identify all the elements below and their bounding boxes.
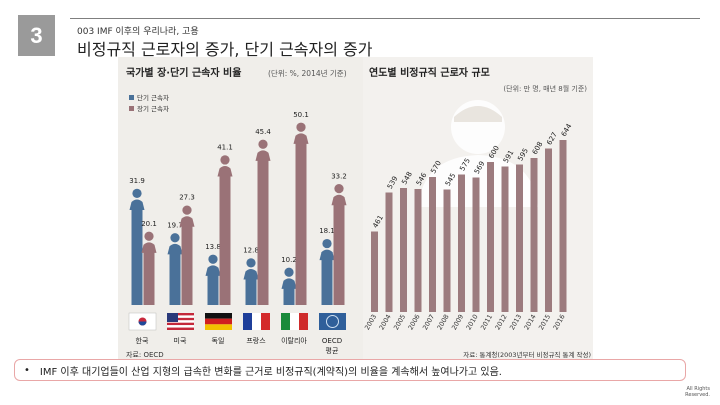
category-label-0: 한국 <box>136 337 149 345</box>
value-label-long-3: 45.4 <box>255 128 271 136</box>
year-bar-2007 <box>429 177 436 312</box>
bar-long-0 <box>141 231 157 305</box>
bar-short-5 <box>319 238 335 305</box>
value-label-long-5: 33.2 <box>331 172 347 180</box>
category-label-5-0: OECD <box>322 337 342 345</box>
callout-bullet: • <box>24 364 30 376</box>
value-label-short-3: 12.8 <box>243 246 259 254</box>
copyright-line2: Reserved. <box>685 392 710 398</box>
year-label-2009: 2009 <box>450 313 465 331</box>
year-bar-2003 <box>371 231 378 312</box>
year-value-label-2016: 644 <box>560 122 574 138</box>
year-bar-2008 <box>443 189 451 312</box>
value-label-long-4: 50.1 <box>293 111 309 119</box>
year-value-label-2005: 548 <box>400 170 414 186</box>
year-label-2004: 2004 <box>378 313 393 331</box>
year-label-2005: 2005 <box>392 313 407 331</box>
year-label-2011: 2011 <box>479 313 494 331</box>
value-label-short-4: 10.2 <box>281 256 297 264</box>
value-label-long-2: 41.1 <box>217 144 233 152</box>
bar-long-4 <box>293 122 309 305</box>
year-bar-2011 <box>487 162 494 312</box>
flag-icon-0 <box>128 312 157 331</box>
bar-short-1 <box>167 233 183 305</box>
callout-text: IMF 이후 대기업들이 산업 지형의 급속한 변화를 근거로 비정규직(계약직… <box>39 366 502 378</box>
legend-swatch-long <box>129 106 134 111</box>
flag-icon-1 <box>167 313 194 330</box>
year-bar-2016 <box>559 140 567 312</box>
copyright-notice: All Rights Reserved. <box>685 386 710 398</box>
copyright-line1: All Rights <box>686 386 710 392</box>
value-label-short-1: 19.7 <box>167 221 183 229</box>
year-value-label-2014: 608 <box>531 140 545 156</box>
value-label-short-2: 13.8 <box>205 243 221 251</box>
year-bar-2005 <box>400 188 407 312</box>
year-value-label-2004: 539 <box>386 175 400 191</box>
value-label-short-0: 31.9 <box>129 177 145 185</box>
legend-label-short: 단기 근속자 <box>137 93 169 102</box>
legend-label-long: 장기 근속자 <box>137 104 169 113</box>
year-label-2010: 2010 <box>465 313 480 331</box>
category-label-5-1: 평균 <box>326 346 339 355</box>
category-label-3: 프랑스 <box>246 337 266 345</box>
year-bar-2004 <box>385 192 393 312</box>
flag-icon-5 <box>319 313 346 330</box>
year-value-label-2012: 591 <box>502 149 516 165</box>
category-label-2: 독일 <box>212 336 225 345</box>
bar-long-5 <box>331 184 347 305</box>
year-bar-2014 <box>530 158 538 312</box>
right-chart-source: 자료: 통계청(2003년부터 비정규직 통계 작성) <box>463 350 591 359</box>
country-tenure-chart: 국가별 장·단기 근속자 비율 (단위: %, 2014년 기준) 단기 근속자… <box>126 66 347 359</box>
bar-long-2 <box>217 155 233 305</box>
year-label-2012: 2012 <box>494 313 509 331</box>
slide-number-badge: 3 <box>18 15 55 56</box>
right-chart-unit: (단위: 만 명, 매년 8월 기준) <box>503 84 587 93</box>
year-label-2008: 2008 <box>436 313 451 331</box>
flag-icon-3 <box>243 313 270 330</box>
bar-short-2 <box>205 254 221 305</box>
left-chart-title: 국가별 장·단기 근속자 비율 <box>126 66 241 79</box>
bar-short-4 <box>281 267 297 305</box>
legend-swatch-short <box>129 95 134 100</box>
year-bar-2015 <box>545 148 552 312</box>
year-label-2016: 2016 <box>552 313 567 331</box>
year-bar-2012 <box>501 166 509 312</box>
slide-number: 3 <box>30 22 43 48</box>
irregular-workers-chart-panel: 연도별 비정규직 근로자 규모 (단위: 만 명, 매년 8월 기준) 461 2… <box>363 57 593 364</box>
left-chart-source: 자료: OECD <box>126 350 164 359</box>
slide-title: 비정규직 근로자의 증가, 단기 근속자의 증가 <box>77 40 373 59</box>
year-label-2003: 2003 <box>363 313 378 331</box>
bar-short-0 <box>129 188 145 305</box>
year-label-2006: 2006 <box>407 313 422 331</box>
year-bar-2010 <box>472 177 480 312</box>
year-label-2013: 2013 <box>508 313 523 331</box>
flag-icon-4 <box>281 313 308 330</box>
year-bar-2009 <box>458 174 465 312</box>
value-label-short-5: 18.1 <box>319 227 335 235</box>
year-label-2015: 2015 <box>537 313 552 331</box>
irregular-workers-chart: 연도별 비정규직 근로자 규모 (단위: 만 명, 매년 8월 기준) 461 2… <box>363 66 591 359</box>
year-value-label-2015: 627 <box>545 131 559 147</box>
slide-subtitle: 003 IMF 이후의 우리나라, 고용 <box>77 27 199 37</box>
year-bar-2006 <box>414 189 422 312</box>
value-label-long-1: 27.3 <box>179 194 195 202</box>
bar-long-3 <box>255 139 271 305</box>
country-tenure-chart-panel: 국가별 장·단기 근속자 비율 (단위: %, 2014년 기준) 단기 근속자… <box>118 57 363 364</box>
bar-short-3 <box>243 258 259 305</box>
year-value-label-2003: 461 <box>371 214 385 230</box>
category-label-1: 미국 <box>174 336 187 345</box>
header-rule <box>70 18 700 19</box>
left-chart-unit: (단위: %, 2014년 기준) <box>268 68 347 78</box>
flag-icon-2 <box>205 313 232 330</box>
category-label-4: 이탈리아 <box>281 336 307 345</box>
bar-long-1 <box>179 205 195 305</box>
value-label-long-0: 20.1 <box>141 220 157 228</box>
summary-callout: • IMF 이후 대기업들이 산업 지형의 급속한 변화를 근거로 비정규직(계… <box>14 359 686 381</box>
year-label-2014: 2014 <box>523 313 538 331</box>
year-label-2007: 2007 <box>421 313 436 331</box>
right-chart-title: 연도별 비정규직 근로자 규모 <box>369 66 490 79</box>
year-bar-2013 <box>516 164 523 312</box>
year-value-label-2013: 595 <box>516 147 530 163</box>
